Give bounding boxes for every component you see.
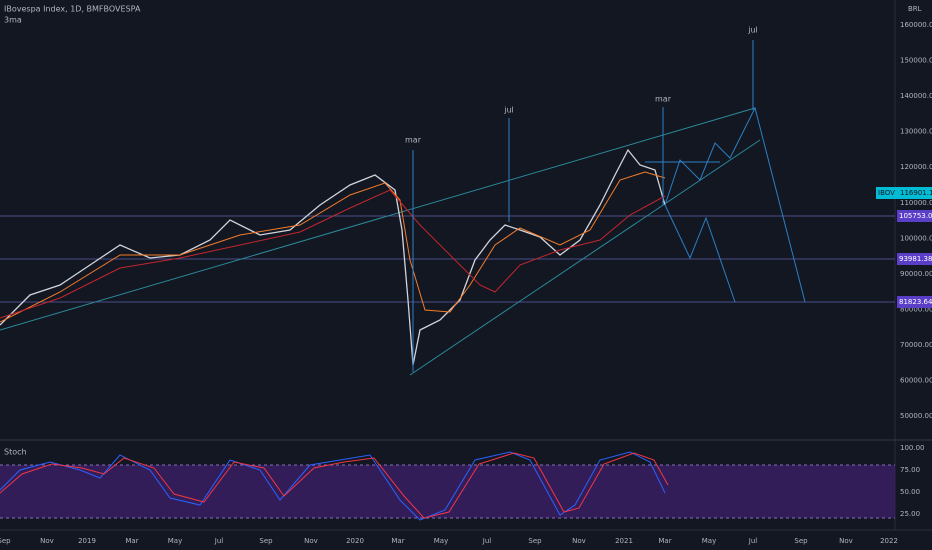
time-label: Mar <box>658 537 671 545</box>
time-label: 2019 <box>78 537 96 545</box>
time-label: Sep <box>259 537 273 545</box>
level-tag <box>897 210 932 222</box>
currency: BRL <box>908 5 922 13</box>
stoch-label: 25.00 <box>900 510 920 518</box>
price-label: 60000.00 <box>900 377 932 385</box>
level-tag <box>897 296 932 308</box>
time-label: Sep <box>528 537 542 545</box>
time-label: Mar <box>391 537 404 545</box>
price-label: 90000.00 <box>900 270 932 278</box>
symbol: IBovespa Index, 1D, BMFBOVESPA <box>4 5 141 14</box>
time-label: May <box>434 537 448 545</box>
stoch-label: 75.00 <box>900 466 920 474</box>
price-label: 150000.00 <box>900 57 932 65</box>
forecast <box>664 204 736 303</box>
time-label: May <box>702 537 716 545</box>
forecast <box>664 106 806 303</box>
stoch-k <box>0 451 666 521</box>
price-label: 120000.00 <box>900 163 932 171</box>
time-label: Jul <box>748 537 758 545</box>
time-label: 2021 <box>615 537 633 545</box>
price-label: 70000.00 <box>900 341 932 349</box>
time-label: Nov <box>40 537 54 545</box>
time-label: Jul <box>214 537 224 545</box>
annotation: mar <box>405 136 422 145</box>
indicator: 3ma <box>4 16 22 25</box>
ticker-tag <box>876 187 932 199</box>
time-label: Mar <box>125 537 138 545</box>
price-label: 100000.00 <box>900 234 932 242</box>
ma-slow <box>0 189 666 319</box>
ticker: IBOV <box>878 189 895 197</box>
price-label: 130000.00 <box>900 128 932 136</box>
annotation: mar <box>655 95 672 104</box>
trendline <box>0 107 756 331</box>
time-label: 2020 <box>346 537 364 545</box>
time-label: Nov <box>839 537 853 545</box>
stoch-label: 50.00 <box>900 488 920 496</box>
level-label: 93981.38 <box>899 255 932 263</box>
stoch-title: Stoch <box>4 448 27 457</box>
price-label: 50000.00 <box>900 412 932 420</box>
time-label: Sep <box>794 537 808 545</box>
time-label: 2022 <box>880 537 898 545</box>
ma-fast <box>0 171 666 323</box>
stoch-band <box>0 465 895 518</box>
price-label: 110000.00 <box>900 199 932 207</box>
time-label: Jul <box>482 537 492 545</box>
trendline <box>409 139 761 376</box>
level-label: 81823.64 <box>899 298 932 306</box>
price-label: 80000.00 <box>900 305 932 313</box>
time-label: Sep <box>0 537 11 545</box>
price <box>0 148 666 366</box>
stoch-label: 100.00 <box>900 444 925 452</box>
time-label: Nov <box>572 537 586 545</box>
annotation: jul <box>503 106 514 115</box>
last-price: 116901.17 <box>900 189 932 197</box>
stoch-d <box>0 452 669 519</box>
time-label: Nov <box>304 537 318 545</box>
price-label: 140000.00 <box>900 92 932 100</box>
annotation: jul <box>747 26 758 35</box>
time-label: May <box>168 537 182 545</box>
level-tag <box>897 253 932 265</box>
level-label: 105753.00 <box>899 212 932 220</box>
price-label: 160000.00 <box>900 21 932 29</box>
